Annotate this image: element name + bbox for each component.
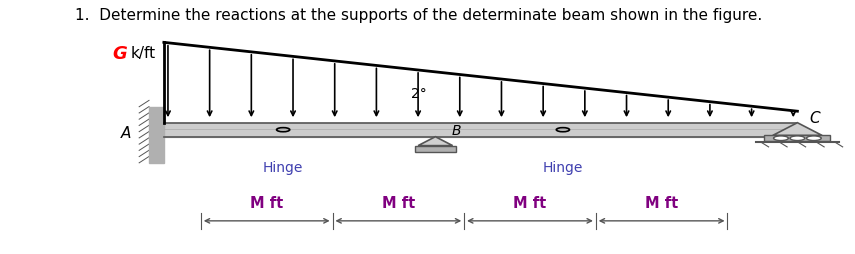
Polygon shape	[773, 123, 823, 136]
Bar	[149, 107, 164, 163]
Polygon shape	[418, 137, 452, 146]
Text: M ft: M ft	[381, 196, 415, 211]
Text: k/ft: k/ft	[131, 46, 156, 61]
Bar	[764, 136, 830, 141]
Text: Hinge: Hinge	[263, 160, 304, 174]
Text: C: C	[810, 111, 820, 125]
Bar	[164, 123, 798, 137]
Text: 1.  Determine the reactions at the supports of the determinate beam shown in the: 1. Determine the reactions at the suppor…	[75, 8, 763, 23]
Text: M ft: M ft	[513, 196, 546, 211]
Text: M ft: M ft	[645, 196, 678, 211]
Text: M ft: M ft	[250, 196, 283, 211]
Circle shape	[790, 136, 805, 141]
Text: 2°: 2°	[411, 87, 427, 101]
Circle shape	[774, 136, 788, 141]
Circle shape	[806, 136, 822, 141]
Bar	[416, 146, 456, 152]
Text: Hinge: Hinge	[543, 160, 583, 174]
Text: G: G	[112, 44, 127, 62]
Text: B: B	[451, 123, 462, 137]
Text: A: A	[121, 125, 131, 140]
